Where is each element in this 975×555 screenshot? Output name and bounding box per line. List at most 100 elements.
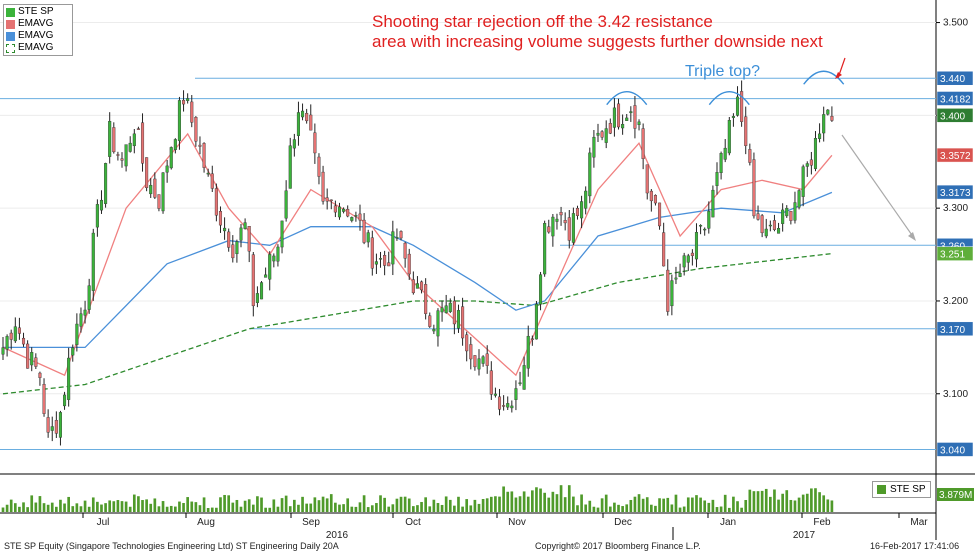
candle-body xyxy=(813,138,818,169)
volume-bar xyxy=(572,496,575,512)
legend-item-ema-long: EMAVG xyxy=(6,42,70,54)
candle-body xyxy=(703,228,707,231)
volume-bar xyxy=(473,499,477,512)
candle-body xyxy=(830,115,834,121)
legend-item-ema-mid: EMAVG xyxy=(6,30,70,42)
candle-body xyxy=(325,197,329,202)
volume-legend-swatch xyxy=(877,485,886,494)
candle-body xyxy=(547,226,551,233)
volume-bar xyxy=(227,495,231,512)
candle-body xyxy=(17,327,21,334)
volume-bar xyxy=(329,494,333,512)
candle-body xyxy=(370,237,374,269)
x-year-label: 2017 xyxy=(793,530,816,541)
volume-bar xyxy=(658,498,661,512)
volume-bar xyxy=(67,496,70,512)
candle-body xyxy=(822,114,826,134)
candle-body xyxy=(575,207,580,216)
volume-bar xyxy=(239,506,243,512)
volume-bar xyxy=(436,503,440,512)
candle-body xyxy=(473,355,477,368)
volume-bar xyxy=(247,499,251,512)
volume-bar xyxy=(116,500,120,512)
volume-bar xyxy=(477,503,481,512)
volume-bar xyxy=(325,498,329,512)
candle-body xyxy=(288,145,292,189)
candle-body xyxy=(563,220,567,224)
candle-body xyxy=(588,152,592,197)
candle-body xyxy=(194,117,198,142)
volume-bar xyxy=(174,506,177,512)
candle-body xyxy=(247,226,251,252)
volume-bar xyxy=(469,505,473,512)
candle-body xyxy=(206,172,210,175)
volume-bar xyxy=(309,503,313,512)
candle-body xyxy=(440,307,444,313)
volume-tag-box xyxy=(937,488,974,501)
candle-body xyxy=(748,149,752,163)
candle-body xyxy=(58,412,62,438)
volume-bar xyxy=(284,495,288,512)
volume-bar xyxy=(629,499,633,512)
volume-bar xyxy=(383,497,386,512)
candle-body xyxy=(157,194,161,209)
candle-body xyxy=(805,163,809,167)
candle-body xyxy=(239,227,243,241)
volume-bar xyxy=(769,496,772,512)
candle-body xyxy=(231,244,235,259)
volume-bar xyxy=(814,488,817,512)
volume-bar xyxy=(797,497,801,512)
volume-bar xyxy=(748,489,752,512)
candle-body xyxy=(567,217,571,241)
volume-bar xyxy=(608,506,612,512)
ema-long-line xyxy=(2,252,832,395)
candle-body xyxy=(596,132,600,136)
volume-bar xyxy=(198,505,202,512)
volume-bar xyxy=(650,504,653,512)
volume-bar xyxy=(63,503,66,512)
volume-bar xyxy=(711,499,715,512)
candle-body xyxy=(801,166,805,197)
candle-body xyxy=(366,232,370,243)
x-tick-label: Nov xyxy=(508,517,526,528)
candle-body xyxy=(218,211,223,226)
volume-bar xyxy=(100,504,103,512)
candle-body xyxy=(63,394,67,407)
candle-body xyxy=(169,147,173,169)
legend-label: EMAVG xyxy=(18,30,54,41)
candle-body xyxy=(686,255,690,263)
candle-body xyxy=(391,231,395,265)
volume-bar xyxy=(453,505,456,512)
candle-body xyxy=(329,199,333,202)
candle-body xyxy=(227,231,231,248)
volume-bar xyxy=(370,505,374,512)
volume-bar xyxy=(752,491,756,512)
candle-body xyxy=(301,110,305,118)
price-tag-label: 3.400 xyxy=(940,111,965,122)
volume-bar xyxy=(584,504,588,512)
volume-bar xyxy=(777,499,780,512)
volume-bar xyxy=(407,498,411,512)
volume-bar xyxy=(498,496,501,512)
volume-bar xyxy=(243,500,247,512)
date-axis: Jul Aug Sep Oct Nov Dec Jan Feb Mar 2016 2017 xyxy=(82,513,928,541)
volume-bar xyxy=(785,490,789,512)
candle-body xyxy=(637,121,641,125)
volume-bar xyxy=(350,506,354,512)
volume-bar xyxy=(494,496,497,512)
candle-body xyxy=(502,405,506,407)
volume-bar xyxy=(810,488,813,512)
candle-body xyxy=(580,201,584,219)
volume-bar xyxy=(83,500,87,512)
candle-body xyxy=(465,334,469,352)
volume-bar xyxy=(559,485,563,512)
x-tick-label: Oct xyxy=(405,517,421,528)
candle-body xyxy=(9,332,13,340)
volume-bar xyxy=(132,494,136,512)
volume-bar xyxy=(744,499,748,512)
candle-body xyxy=(658,202,662,227)
volume-bar xyxy=(210,507,214,512)
volume-bar xyxy=(510,491,514,512)
candle-body xyxy=(313,132,317,154)
volume-bar xyxy=(822,495,826,512)
